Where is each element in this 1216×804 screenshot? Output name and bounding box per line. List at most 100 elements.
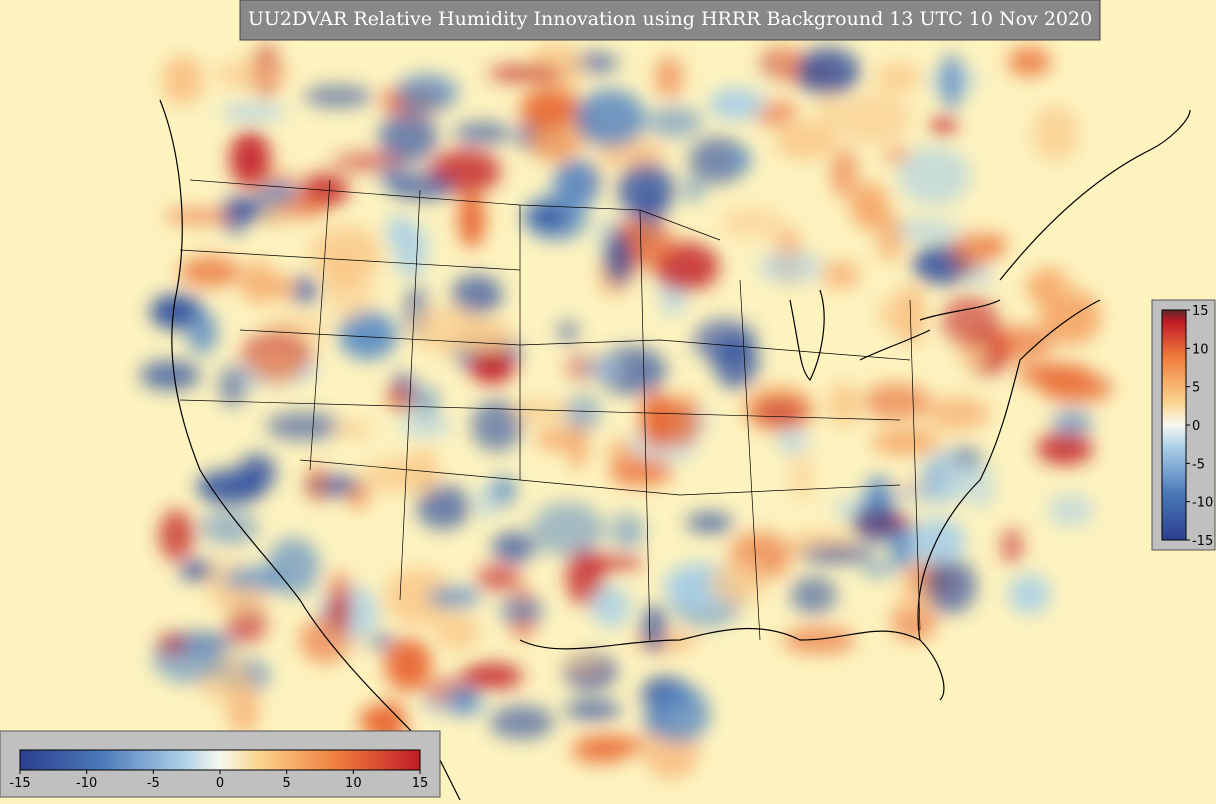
field-blob	[139, 360, 201, 391]
field-blob	[292, 275, 319, 306]
field-blob	[520, 88, 580, 130]
field-blob	[209, 587, 267, 609]
field-blob	[469, 350, 515, 384]
colorbar-tick-label: -15	[9, 776, 30, 791]
field-blob	[475, 564, 522, 592]
field-blob	[179, 560, 214, 581]
field-blob	[574, 89, 646, 147]
field-blob	[393, 221, 428, 278]
field-blob	[384, 567, 453, 626]
field-blob	[219, 103, 287, 121]
field-blob	[579, 554, 644, 572]
field-blob	[335, 420, 373, 438]
field-blob	[925, 396, 991, 431]
colorbar-tick-label: -10	[1192, 496, 1213, 511]
colorbar-tick-label: 0	[216, 776, 224, 791]
colorbar	[1161, 309, 1187, 541]
field-blob	[564, 700, 622, 720]
field-blob	[386, 387, 410, 409]
field-blob	[1001, 527, 1023, 565]
field-blob	[875, 62, 922, 92]
field-blob	[163, 208, 235, 225]
field-blob	[719, 207, 784, 239]
field-blob	[649, 397, 700, 448]
field-blob	[877, 293, 926, 335]
field-blob	[451, 274, 503, 316]
field-blob	[852, 504, 901, 544]
field-blob	[416, 484, 471, 530]
field-blob	[654, 55, 684, 99]
field-blob	[940, 53, 963, 111]
field-blob	[366, 632, 397, 651]
field-blob	[861, 382, 931, 421]
field-blob	[359, 704, 400, 739]
field-blob	[453, 121, 512, 146]
field-blob	[385, 638, 432, 691]
humidity-field	[139, 42, 1113, 780]
field-blob	[196, 469, 266, 505]
colorbar-tick-label: 15	[1192, 304, 1209, 319]
colorbar-tick-label: -5	[147, 776, 160, 791]
field-blob	[387, 172, 455, 201]
field-blob	[888, 219, 961, 242]
field-blob	[924, 557, 977, 614]
field-blob	[156, 632, 187, 656]
field-blob	[752, 398, 808, 426]
field-blob	[332, 152, 407, 172]
field-blob	[1053, 280, 1076, 300]
field-blob	[338, 311, 398, 360]
field-blob	[461, 662, 523, 690]
field-blob	[729, 147, 751, 173]
field-blob	[251, 351, 301, 385]
field-blob	[187, 309, 218, 355]
field-blob	[827, 382, 861, 427]
field-blob	[434, 612, 481, 652]
field-blob	[574, 734, 646, 757]
field-blob	[709, 563, 766, 605]
field-blob	[487, 64, 564, 83]
field-blob	[849, 182, 890, 230]
field-blob	[178, 256, 242, 288]
field-blob	[327, 592, 351, 629]
field-blob	[870, 428, 941, 456]
field-blob	[240, 260, 277, 305]
field-blob	[591, 585, 631, 628]
field-blob	[1008, 574, 1051, 615]
field-blob	[229, 130, 271, 188]
field-blob	[910, 517, 966, 564]
field-blob	[597, 346, 667, 395]
colorbar-tick-label: 5	[1192, 381, 1200, 396]
colorbar-tick-label: 0	[1192, 419, 1200, 434]
colorbar-tick-label: -5	[1192, 457, 1205, 472]
field-blob	[1016, 363, 1093, 387]
field-blob	[604, 230, 633, 286]
field-blob	[941, 295, 1000, 347]
field-blob	[214, 59, 291, 90]
field-blob	[529, 205, 568, 230]
coastlines	[159, 99, 1191, 801]
field-blob	[1036, 431, 1094, 466]
field-blob	[471, 399, 523, 452]
field-blob	[460, 320, 513, 351]
field-blob	[837, 92, 912, 145]
borders	[179, 179, 921, 641]
field-blob	[458, 191, 486, 248]
field-blob	[557, 319, 579, 345]
colorbar-tick-label: -15	[1192, 534, 1213, 549]
field-blob	[395, 73, 459, 112]
field-blob	[987, 325, 1054, 360]
title-box	[239, 0, 1101, 41]
field-blob	[398, 415, 452, 437]
field-blob	[378, 110, 438, 163]
field-blob	[567, 419, 589, 470]
field-blob	[221, 196, 250, 235]
field-blob	[160, 55, 205, 107]
field-blob	[816, 90, 840, 146]
field-blob	[158, 509, 195, 561]
field-blob	[648, 684, 710, 744]
field-blob	[530, 502, 605, 557]
field-blob	[222, 567, 285, 593]
colorbar-tick-label: 5	[283, 776, 291, 791]
field-blob	[364, 457, 440, 493]
